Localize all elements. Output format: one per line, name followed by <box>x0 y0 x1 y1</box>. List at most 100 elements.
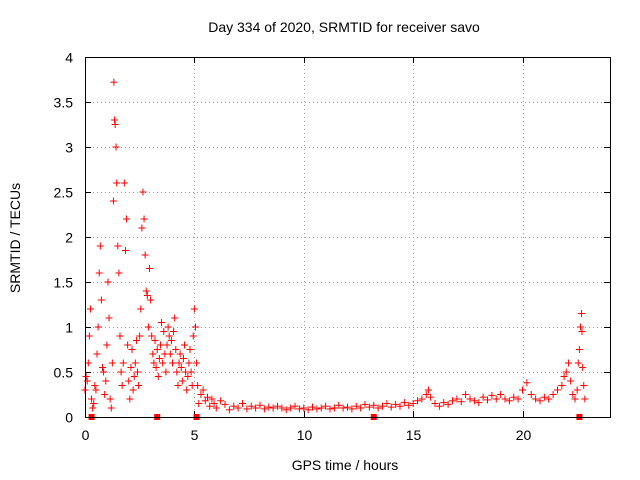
data-point <box>578 310 586 317</box>
data-point <box>562 368 570 376</box>
data-point <box>119 359 127 367</box>
data-point <box>136 332 144 340</box>
data-point <box>505 397 513 405</box>
data-point <box>225 406 233 414</box>
data-point <box>300 404 308 412</box>
data-point <box>177 364 185 371</box>
data-point <box>579 364 587 371</box>
data-point <box>108 359 116 367</box>
data-point <box>181 341 189 349</box>
data-point <box>370 401 378 409</box>
data-point <box>466 395 474 403</box>
data-point <box>230 402 238 410</box>
data-point <box>287 404 295 412</box>
y-tick-label: 1.5 <box>54 275 74 291</box>
data-point <box>93 350 101 358</box>
data-point <box>109 197 117 205</box>
data-point <box>100 368 108 376</box>
data-point <box>199 386 207 394</box>
x-tick-label: 10 <box>297 427 313 443</box>
data-point <box>470 397 478 405</box>
data-point <box>121 247 129 254</box>
data-point <box>172 346 180 353</box>
y-tick-label: 3.5 <box>54 95 74 111</box>
grid <box>85 57 610 417</box>
data-point <box>256 401 264 409</box>
data-point <box>576 323 584 331</box>
data-point <box>574 359 582 367</box>
data-point <box>357 404 365 412</box>
data-point <box>564 359 572 367</box>
data-point <box>106 395 114 403</box>
tick-labels: 0 0.5 1 1.5 2 2.5 3 3.5 4 0 5 10 15 20 <box>54 50 532 444</box>
data-point <box>95 269 103 277</box>
data-point <box>536 397 544 405</box>
data-point <box>113 179 121 187</box>
data-point <box>484 396 491 404</box>
data-point <box>514 395 522 403</box>
data-point <box>540 393 548 401</box>
data-point <box>120 179 128 187</box>
data-point <box>247 402 255 410</box>
data-point <box>569 391 577 398</box>
data-point <box>82 373 90 380</box>
data-point <box>83 377 91 385</box>
data-point <box>146 265 154 272</box>
data-point <box>573 386 581 394</box>
data-point <box>152 364 160 371</box>
data-point <box>150 359 158 367</box>
data-point <box>532 395 540 403</box>
data-point <box>160 328 168 335</box>
data-point <box>129 386 137 394</box>
data-point <box>166 350 174 358</box>
data-point <box>510 393 518 401</box>
data-point <box>174 382 182 389</box>
chart-title: Day 334 of 2020, SRMTID for receiver sav… <box>208 19 480 35</box>
data-point <box>210 400 218 407</box>
data-point <box>304 406 312 414</box>
data-point <box>103 341 111 349</box>
data-point <box>387 403 395 411</box>
data-point <box>453 395 461 403</box>
data-point <box>92 386 100 394</box>
data-point <box>549 391 557 398</box>
data-point <box>142 287 150 295</box>
data-point <box>440 399 448 407</box>
data-point <box>313 405 321 413</box>
data-point <box>554 386 561 394</box>
data-point <box>265 403 273 411</box>
data-point <box>175 359 183 367</box>
data-points <box>81 78 589 414</box>
data-point <box>163 341 171 349</box>
data-point <box>193 359 201 367</box>
data-point <box>523 379 531 387</box>
data-point <box>86 305 94 313</box>
data-point <box>171 314 179 322</box>
data-point <box>234 404 242 412</box>
data-point <box>141 251 149 259</box>
data-point <box>143 292 151 299</box>
data-point <box>114 242 122 250</box>
data-point <box>124 341 132 349</box>
data-point <box>269 404 277 412</box>
data-point <box>156 341 164 349</box>
data-point <box>339 404 347 412</box>
data-point <box>126 395 134 403</box>
data-point <box>125 377 133 385</box>
data-point <box>112 143 120 151</box>
x-tick-label: 20 <box>516 427 532 443</box>
data-point <box>527 391 535 398</box>
data-point <box>239 400 246 407</box>
data-point <box>444 400 452 408</box>
data-point <box>164 323 172 331</box>
y-axis-label: SRMTID / TECUs <box>7 183 23 293</box>
data-point <box>260 405 268 413</box>
data-point <box>88 395 96 403</box>
y-tick-label: 1 <box>65 320 73 336</box>
data-point <box>431 400 439 407</box>
data-point <box>127 364 135 371</box>
data-point <box>90 400 98 407</box>
data-point <box>409 400 417 407</box>
data-point <box>134 368 141 376</box>
